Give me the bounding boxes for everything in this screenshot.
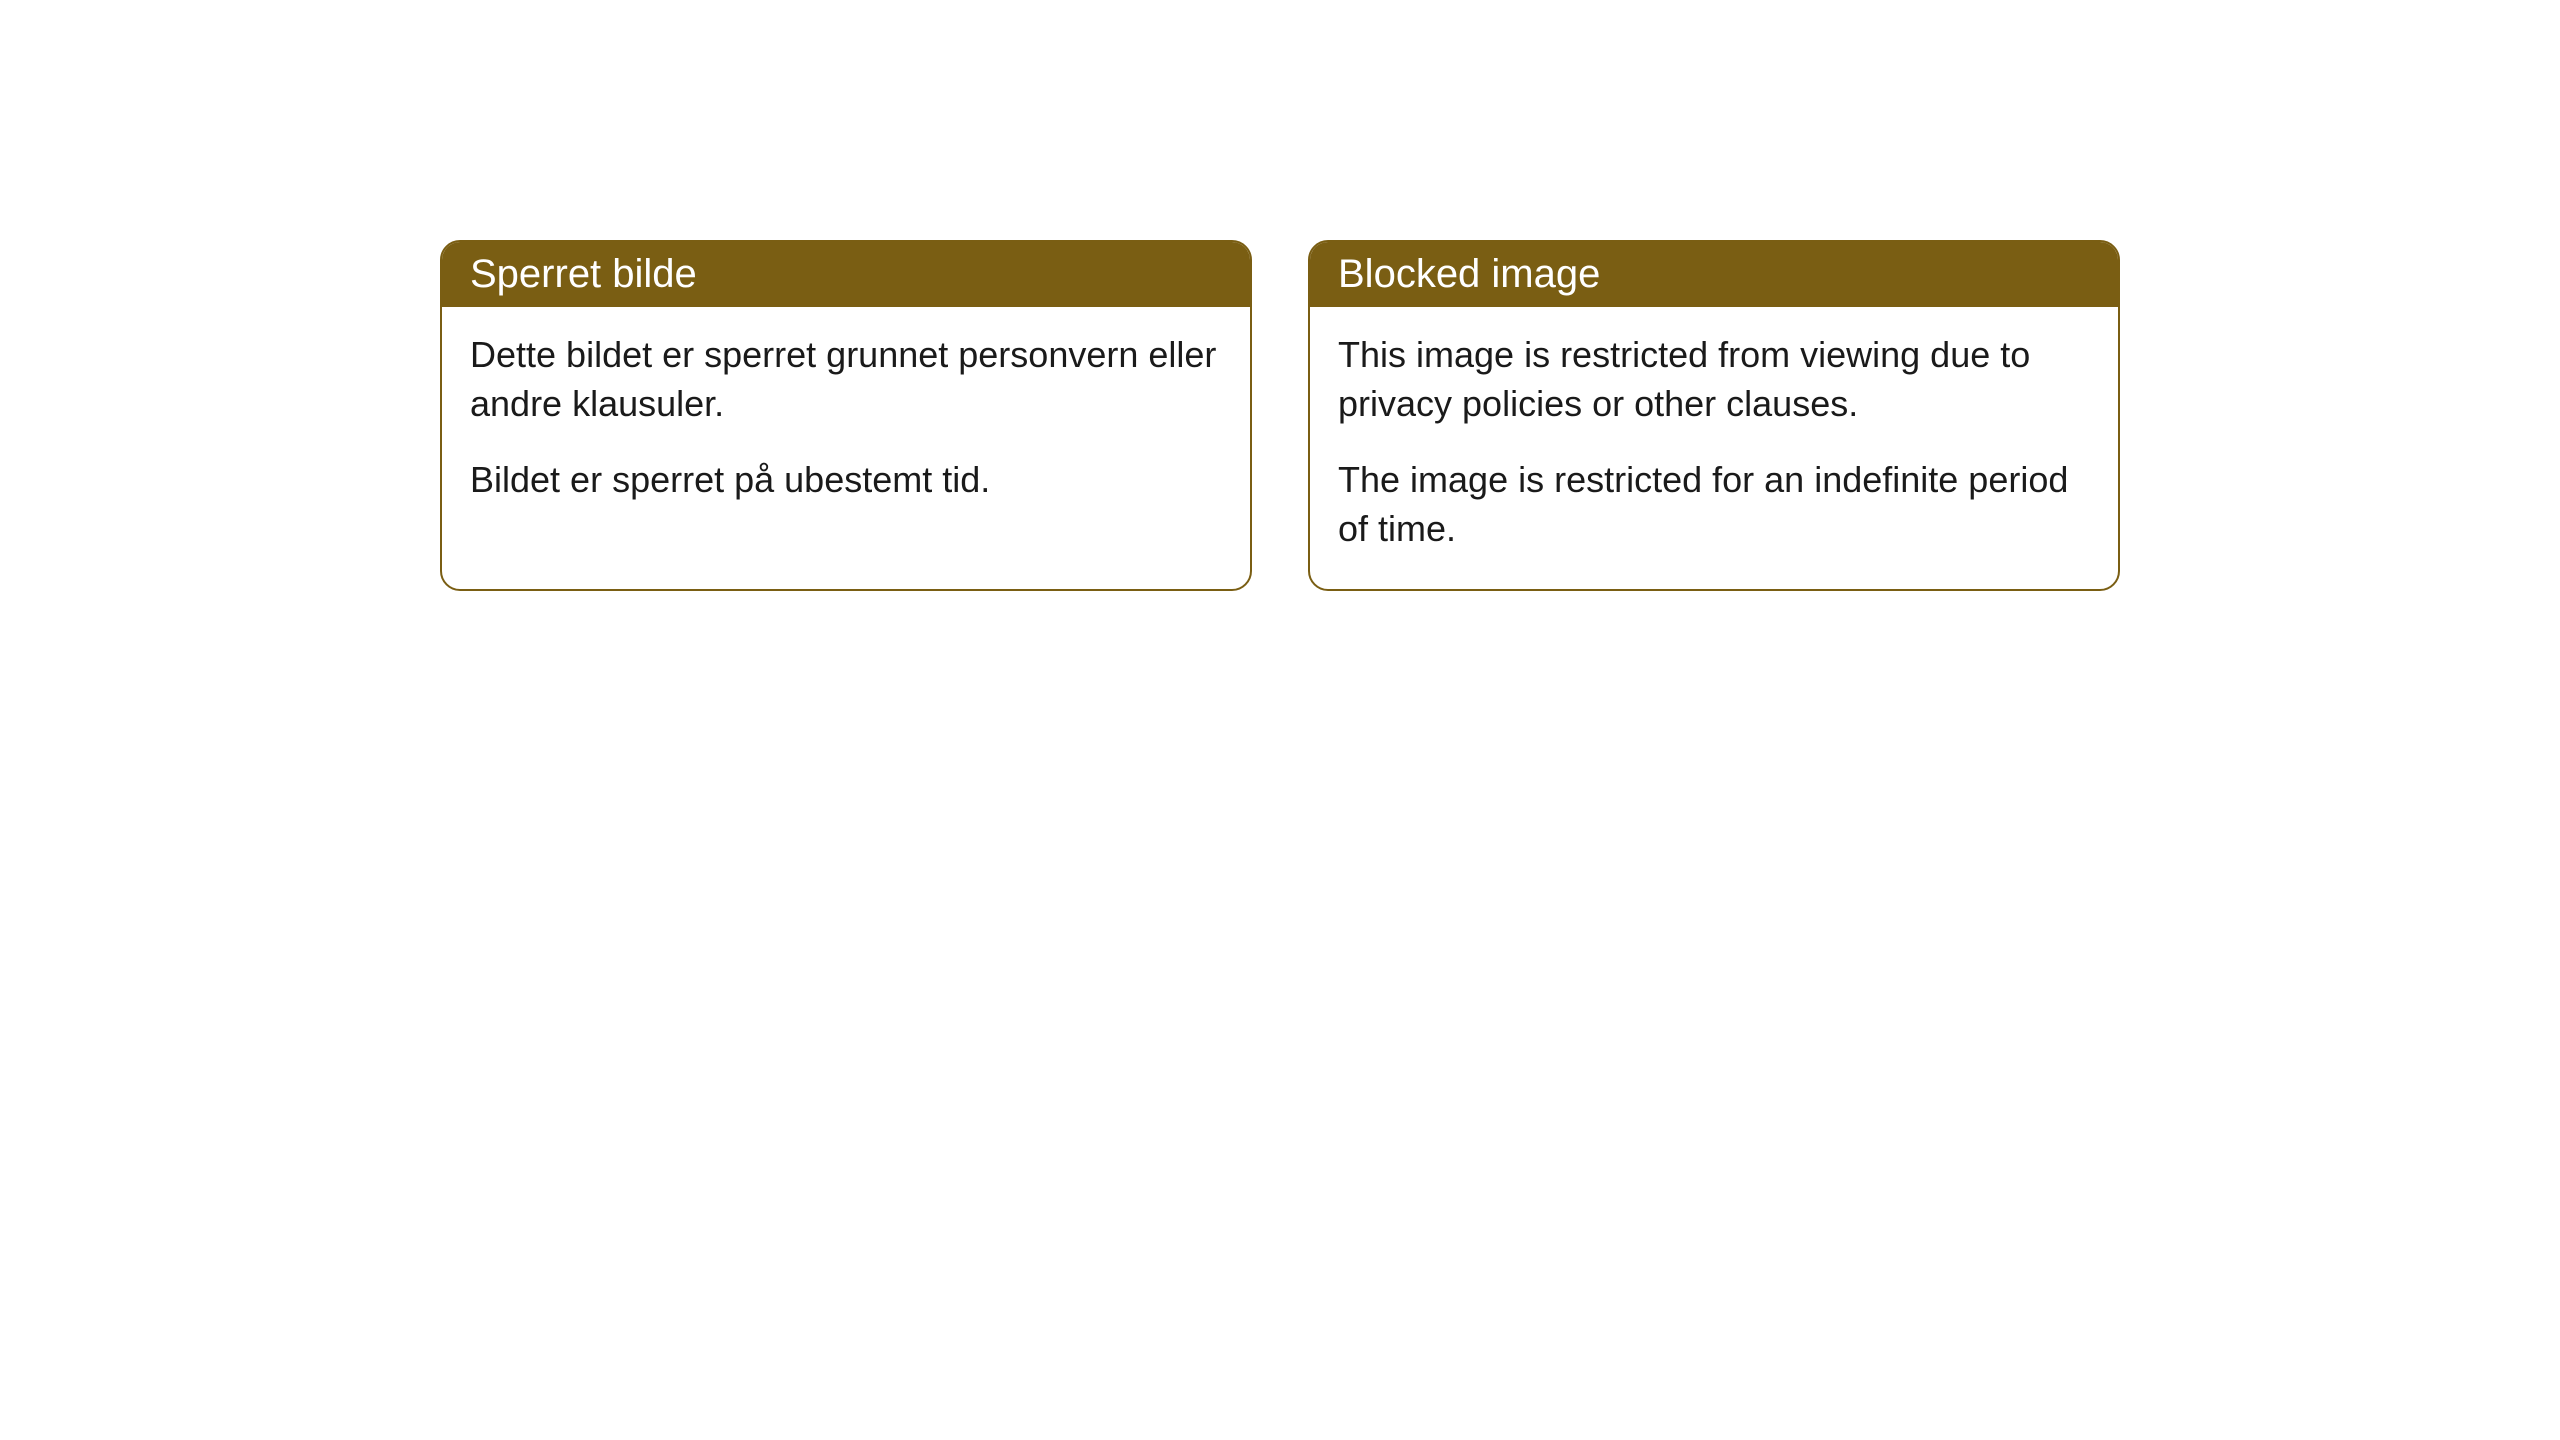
- card-header: Sperret bilde: [442, 242, 1250, 307]
- notice-cards-container: Sperret bilde Dette bildet er sperret gr…: [440, 240, 2120, 591]
- card-paragraph-1: This image is restricted from viewing du…: [1338, 331, 2090, 428]
- card-title: Sperret bilde: [470, 252, 697, 296]
- card-body: Dette bildet er sperret grunnet personve…: [442, 307, 1250, 541]
- card-paragraph-1: Dette bildet er sperret grunnet personve…: [470, 331, 1222, 428]
- card-header: Blocked image: [1310, 242, 2118, 307]
- blocked-image-card-norwegian: Sperret bilde Dette bildet er sperret gr…: [440, 240, 1252, 591]
- blocked-image-card-english: Blocked image This image is restricted f…: [1308, 240, 2120, 591]
- card-paragraph-2: Bildet er sperret på ubestemt tid.: [470, 456, 1222, 505]
- card-paragraph-2: The image is restricted for an indefinit…: [1338, 456, 2090, 553]
- card-body: This image is restricted from viewing du…: [1310, 307, 2118, 589]
- card-title: Blocked image: [1338, 252, 1600, 296]
